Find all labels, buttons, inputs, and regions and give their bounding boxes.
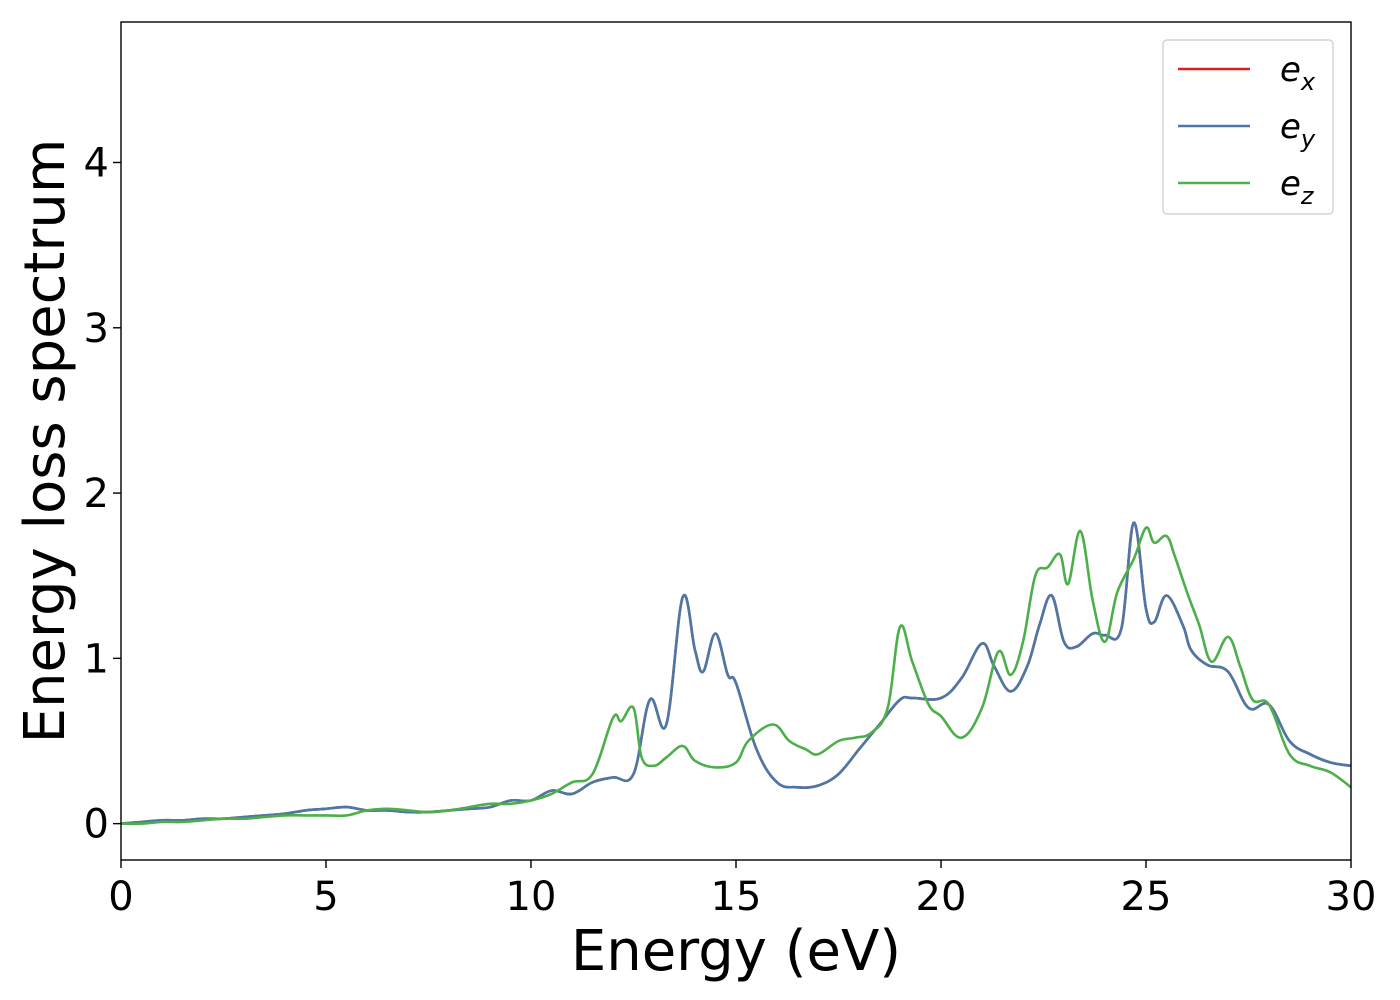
x-tick-label: 30 <box>1326 874 1377 920</box>
y-tick-label: 1 <box>84 636 109 682</box>
x-tick-label: 15 <box>711 874 762 920</box>
x-tick-label: 10 <box>506 874 557 920</box>
x-axis: 0 5 10 15 20 25 30 <box>108 860 1376 920</box>
y-axis: 0 1 2 3 4 <box>84 140 121 848</box>
series-line-z <box>120 526 1352 826</box>
x-tick-label: 5 <box>313 874 338 920</box>
x-tick-label: 0 <box>108 874 133 920</box>
series-layer <box>120 521 1352 826</box>
y-tick-label: 4 <box>84 140 109 186</box>
y-tick-label: 3 <box>84 306 109 352</box>
x-tick-label: 20 <box>916 874 967 920</box>
series-line-y <box>120 521 1352 825</box>
y-tick-label: 2 <box>84 471 109 517</box>
plot-area <box>121 22 1351 860</box>
x-tick-label: 25 <box>1121 874 1172 920</box>
x-axis-label: Energy (eV) <box>571 919 901 984</box>
y-tick-label: 0 <box>84 802 109 848</box>
y-axis-label: Energy loss spectrum <box>13 139 78 744</box>
